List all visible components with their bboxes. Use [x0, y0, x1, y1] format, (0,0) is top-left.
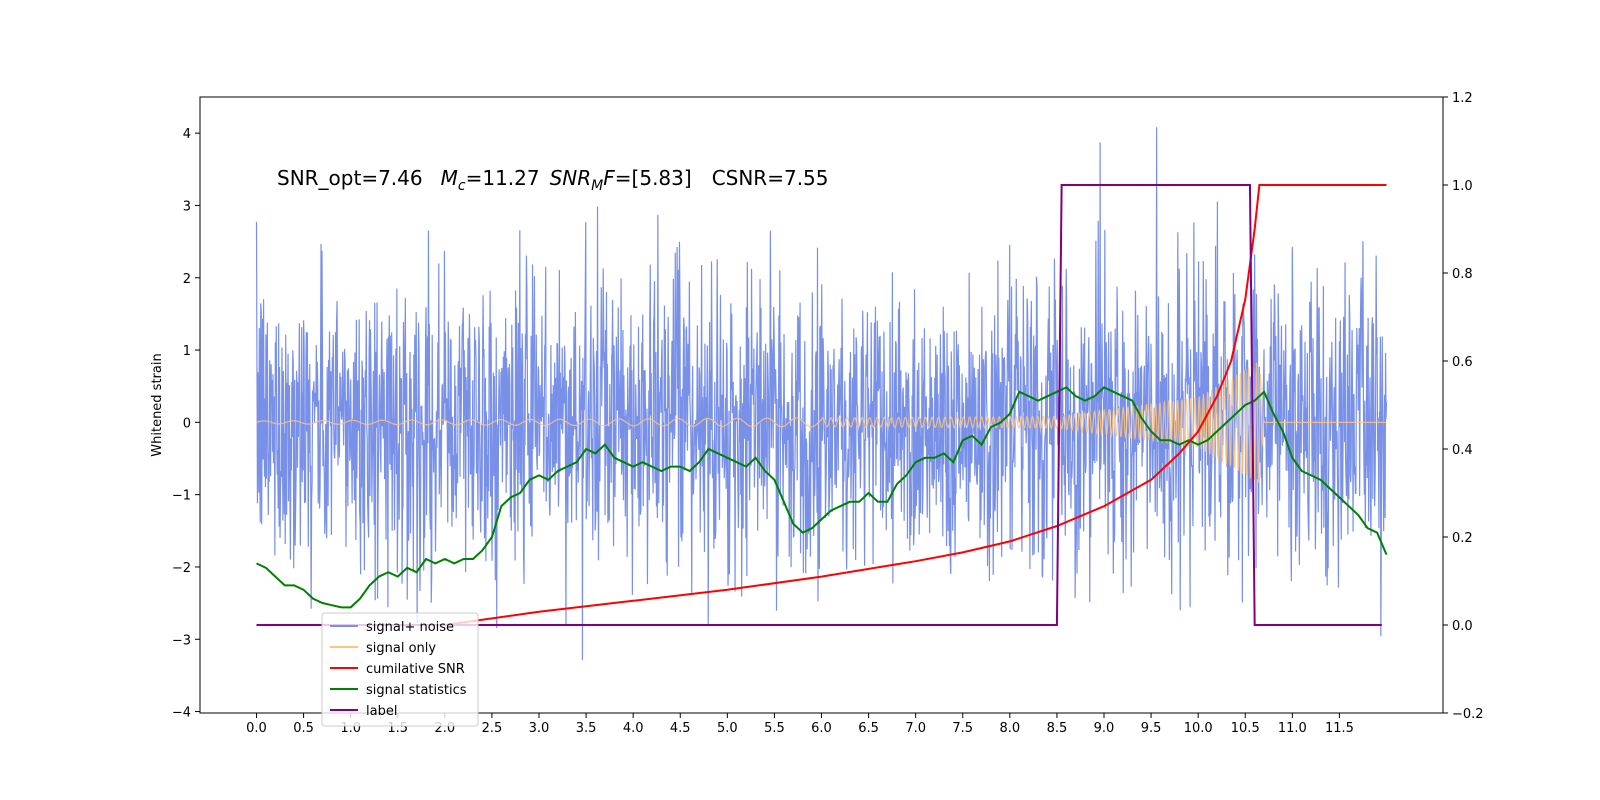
x-tick-label: 5.0: [717, 721, 738, 736]
x-tick-label: 10.0: [1184, 721, 1213, 736]
legend-entry-label: signal statistics: [366, 683, 467, 698]
mc-var: M: [441, 166, 458, 190]
x-tick-label: 6.0: [811, 721, 832, 736]
y-right-tick-label: 0.0: [1452, 619, 1473, 634]
x-tick-label: 3.5: [576, 721, 597, 736]
x-tick-label: 3.0: [529, 721, 550, 736]
mc-value: =11.27: [466, 166, 540, 190]
y-right-tick-label: 0.6: [1452, 355, 1473, 370]
legend-entry-label: signal only: [366, 641, 436, 656]
series-cumulative-snr: [256, 184, 1387, 626]
y-left-tick-label: 1: [183, 344, 191, 359]
y-right-tick-label: 1.0: [1452, 179, 1473, 194]
y-left-tick-label: −3: [172, 633, 191, 648]
legend-entry-label: label: [366, 704, 397, 719]
legend: signal+ noise signal only cumilative SNR si…: [321, 612, 479, 727]
series-signal-only: [256, 362, 1387, 483]
legend-entry-label: cumilative SNR: [366, 662, 465, 677]
snrmf-var: SNR: [550, 166, 592, 190]
y-left-tick-label: −1: [172, 489, 191, 504]
snrmf-value: =[5.83]: [615, 166, 692, 190]
x-tick-label: 4.0: [623, 721, 644, 736]
snr-annotation: SNR_opt=7.46 Mc=11.27 SNRMF=[5.83] CSNR=7.5…: [277, 166, 829, 194]
x-tick-label: 7.0: [905, 721, 926, 736]
legend-entry-label: signal+ noise: [366, 620, 454, 635]
x-tick-label: 8.0: [999, 721, 1020, 736]
x-tick-label: 8.5: [1047, 721, 1068, 736]
y-left-tick-label: −2: [172, 561, 191, 576]
axes: 0.0 0.5 1.0 1.5 2.0 2.5 3.0 3.5 4.0 4.5 5.0 5.5 6.0 6…: [150, 91, 1484, 736]
x-tick-label: 9.0: [1094, 721, 1115, 736]
plot-area: [255, 127, 1388, 661]
y-left-tick-label: 0: [183, 416, 191, 431]
x-tick-label: 2.5: [482, 721, 503, 736]
y-left-tick-label: −4: [172, 706, 191, 721]
mc-sub: c: [458, 178, 466, 194]
y-right-tick-label: 0.4: [1452, 443, 1473, 458]
x-tick-label: 9.5: [1141, 721, 1162, 736]
y-right-tick-label: −0.2: [1452, 707, 1484, 722]
y-left-tick-label: 3: [183, 199, 191, 214]
snrmf-var2: F: [603, 166, 615, 190]
series-signal-noise: [255, 127, 1388, 661]
x-tick-label: 10.5: [1231, 721, 1260, 736]
y-left-tick-label: 2: [183, 272, 191, 287]
x-tick-label: 11.0: [1278, 721, 1307, 736]
snrmf-sub: M: [591, 178, 603, 194]
y-right-tick-label: 0.8: [1452, 267, 1473, 282]
x-tick-label: 0.5: [293, 721, 314, 736]
x-tick-label: 6.5: [858, 721, 879, 736]
x-tick-label: 7.5: [952, 721, 973, 736]
y-right-tick-label: 0.2: [1452, 531, 1473, 546]
x-tick-label: 0.0: [246, 721, 267, 736]
x-tick-label: 11.5: [1325, 721, 1354, 736]
x-tick-label: 5.5: [764, 721, 785, 736]
y-left-tick-label: 4: [183, 127, 191, 142]
series-label: [256, 184, 1382, 626]
y-axis-label: Whitened strain: [150, 353, 165, 456]
chart-annotation: SNR_opt=7.46 Mc=11.27 SNRMF=[5.83] CSNR=7.5…: [277, 166, 829, 194]
series-signal-statistics: [256, 386, 1388, 609]
x-tick-label: 4.5: [670, 721, 691, 736]
y-right-tick-label: 1.2: [1452, 91, 1473, 106]
snr-opt-text: SNR_opt=7.46: [277, 166, 423, 190]
csnr-text: CSNR=7.55: [712, 166, 829, 190]
legend-box: [321, 612, 479, 727]
